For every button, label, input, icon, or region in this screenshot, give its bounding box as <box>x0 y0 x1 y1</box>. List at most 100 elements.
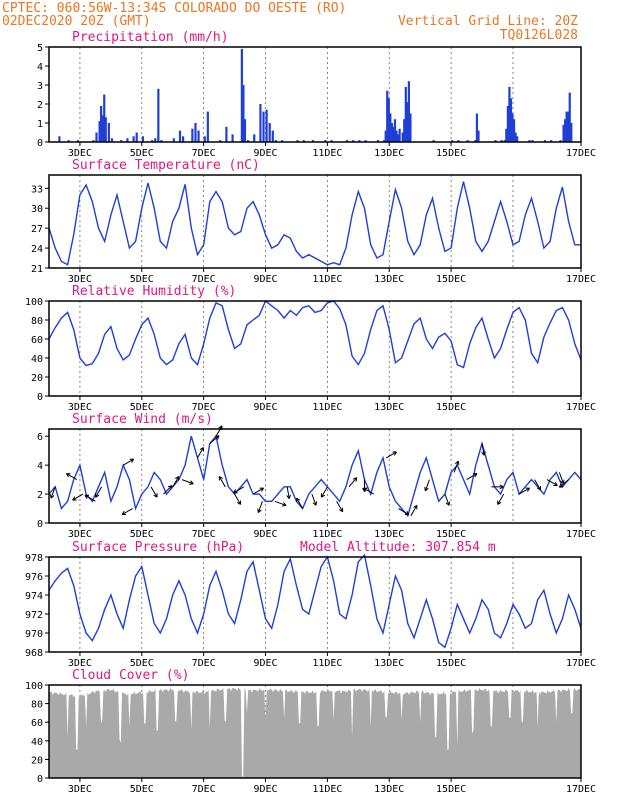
panel-frame <box>48 556 582 653</box>
precip-bar <box>100 105 103 142</box>
precip-bar <box>280 140 284 142</box>
panel-5: Surface Pressure (hPa) Model Altitude: 30… <box>25 540 596 669</box>
precip-bar <box>389 113 392 142</box>
panel-4: Surface Wind (m/s) 0 2 4 6 3DEC 5DEC 7DEC 9DEC 11… <box>37 412 596 540</box>
wind-arrow-head <box>362 487 368 492</box>
wind-arrow <box>336 501 344 512</box>
wind-arrow-head <box>404 510 410 516</box>
wind-arrow-head <box>257 508 262 513</box>
header-station: CPTEC: 060:56W-13:34S COLORADO DO OESTE … <box>2 1 346 16</box>
wind-arrow <box>72 493 84 501</box>
precip-bar <box>178 130 182 142</box>
precip-bar <box>107 123 110 142</box>
precip-bar <box>384 130 387 142</box>
wind-arrow <box>453 460 459 473</box>
wind-arrow <box>122 458 134 466</box>
precip-bar <box>154 138 157 142</box>
panel-3: Relative Humidity (%) 0 20 40 60 80 100 3DEC 5DE… <box>25 284 596 413</box>
wind-arrow-head <box>525 487 530 492</box>
x-tick-label: 3DEC <box>68 148 92 159</box>
y-tick-label: 80 <box>31 700 43 711</box>
precip-bar <box>565 111 568 142</box>
precip-bar <box>92 140 95 142</box>
x-tick-label: 17DEC <box>566 148 596 159</box>
wind-arrow <box>50 486 56 499</box>
x-tick-label: 3DEC <box>68 274 92 285</box>
precip-bar <box>568 92 571 142</box>
wind-arrow <box>66 473 78 481</box>
wind-arrow-head <box>454 460 460 466</box>
x-tick-label: 15DEC <box>436 784 466 795</box>
x-tick-label: 5DEC <box>130 529 154 540</box>
precip-bar <box>160 140 163 142</box>
precip-bar <box>302 140 305 142</box>
precip-bar <box>242 85 245 142</box>
x-tick-label: 17DEC <box>566 402 596 413</box>
y-tick-label: 2 <box>37 490 43 501</box>
precip-bar <box>98 121 101 142</box>
y-tick-label: 976 <box>25 572 43 583</box>
wind-arrow <box>481 443 485 456</box>
wind-arrow <box>234 493 242 505</box>
panel-title: Surface Wind (m/s) <box>72 412 213 427</box>
y-tick-label: 80 <box>31 316 43 327</box>
precip-bar <box>126 138 129 142</box>
y-tick-label: 21 <box>31 264 43 275</box>
wind-arrow <box>84 494 96 502</box>
precip-bar <box>243 119 247 142</box>
precip-bar <box>157 88 160 142</box>
precip-bar <box>511 113 514 142</box>
wind-arrow-head <box>72 496 77 501</box>
precip-bar <box>330 140 333 142</box>
y-tick-label: 60 <box>31 335 43 346</box>
wind-arrow <box>385 451 397 459</box>
precip-bar <box>132 136 135 142</box>
series-line <box>48 553 582 649</box>
wind-arrow <box>559 479 569 488</box>
x-tick-label: 7DEC <box>192 274 216 285</box>
wind-arrow <box>95 486 103 498</box>
x-tick-label: 3DEC <box>68 529 92 540</box>
precip-bar <box>194 123 197 142</box>
wind-arrow-head <box>95 493 100 498</box>
precip-bar <box>358 140 361 142</box>
panel-frame <box>48 300 582 397</box>
precip-bar <box>352 140 355 142</box>
panel-frame <box>48 46 582 143</box>
panel-2: Surface Temperature (nC) 21 24 27 30 33 3DEC 5D… <box>31 158 596 285</box>
y-tick-label: 40 <box>31 354 43 365</box>
wind-arrow-head <box>352 477 358 482</box>
wind-arrow-head <box>175 476 180 481</box>
precip-bar <box>466 140 469 142</box>
x-tick-label: 13DEC <box>374 148 404 159</box>
panel-6: Cloud Cover (%) 0 20 40 60 80 100 3DEC 5DEC 7DEC 9… <box>25 668 596 795</box>
panel-title: Surface Pressure (hPa) <box>72 540 244 555</box>
y-tick-label: 0 <box>37 138 43 149</box>
wind-arrow <box>286 486 290 499</box>
wind-arrow-head <box>413 504 418 510</box>
precip-bar <box>206 111 209 142</box>
x-tick-label: 15DEC <box>436 658 466 669</box>
wind-arrow-head <box>472 473 478 478</box>
wind-arrow-head <box>296 497 301 503</box>
header-grid-note: Vertical Grid Line: 20Z <box>398 14 578 29</box>
wind-arrow-head <box>560 479 565 485</box>
wind-arrow-head <box>282 502 287 507</box>
x-tick-label: 9DEC <box>253 784 277 795</box>
precip-bar <box>406 102 409 142</box>
y-tick-label: 6 <box>37 432 43 443</box>
precip-bar <box>403 119 406 142</box>
series-line <box>48 434 582 518</box>
precip-bar <box>101 115 104 142</box>
wind-arrow-head <box>553 481 558 487</box>
x-tick-label: 9DEC <box>253 274 277 285</box>
x-tick-label: 15DEC <box>436 402 466 413</box>
x-tick-label: 5DEC <box>130 402 154 413</box>
wind-arrow-head <box>84 494 90 499</box>
y-tick-label: 100 <box>25 297 43 308</box>
precip-bar <box>528 140 531 142</box>
wind-arrow-head <box>129 458 135 463</box>
wind-arrow <box>444 493 450 506</box>
wind-arrow-head <box>236 500 242 505</box>
x-tick-label: 17DEC <box>566 274 596 285</box>
